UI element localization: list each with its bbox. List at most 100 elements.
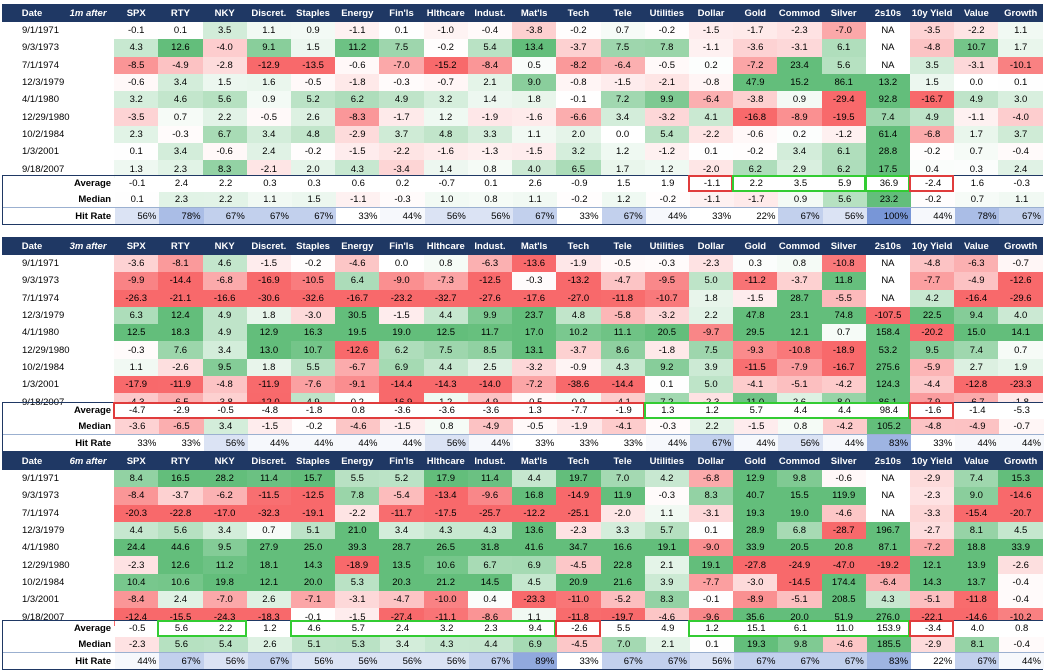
value-cell: -11.5 bbox=[733, 358, 778, 377]
value-cell: 13.5 bbox=[379, 556, 424, 574]
value-cell: 174.4 bbox=[821, 573, 866, 592]
date-cell: 1/3/2001 bbox=[22, 146, 59, 158]
value-cell: 11.7 bbox=[467, 324, 513, 342]
summary-cell: 67% bbox=[291, 207, 337, 225]
summary-cell: -1.5 bbox=[380, 418, 425, 435]
summary-cell: 44% bbox=[291, 434, 337, 452]
value-cell: -32.6 bbox=[290, 289, 336, 307]
value-cell: 12.1 bbox=[910, 556, 955, 574]
date-cell: 9/3/1973 bbox=[22, 42, 59, 54]
value-cell: 0.3 bbox=[733, 255, 778, 273]
value-cell: -5.1 bbox=[777, 591, 822, 609]
table-row: 7/1/1974 -8.5 -4.9 -2.8 -12.9 -13.5 -0.6 -7.0 -1… bbox=[2, 56, 1043, 74]
value-cell: 4.5 bbox=[998, 521, 1043, 540]
column-header: Growth bbox=[998, 4, 1043, 22]
value-cell: 21.6 bbox=[600, 573, 645, 592]
value-cell: -6.7 bbox=[335, 358, 380, 377]
period-label: 3m after bbox=[62, 237, 115, 255]
summary-cell: 4.9 bbox=[645, 621, 690, 637]
value-cell: 16.3 bbox=[290, 324, 336, 342]
value-cell: -14.0 bbox=[467, 376, 513, 394]
value-cell: -12.2 bbox=[512, 504, 557, 522]
value-cell: 9.5 bbox=[202, 539, 247, 557]
value-cell: 18.1 bbox=[246, 556, 291, 574]
value-cell: 1.1 bbox=[246, 22, 291, 40]
table-row: 9/18/2007 1.3 2.3 8.3 -2.1 2.0 4.3 -3.4 1.4 0.8 4.… bbox=[2, 160, 1043, 178]
summary-label: Hit Rate bbox=[3, 652, 116, 670]
value-cell: 2.2 bbox=[688, 306, 734, 325]
summary-cell: 5.7 bbox=[336, 621, 381, 637]
value-cell: 1.2 bbox=[600, 143, 645, 161]
value-cell: 28.9 bbox=[733, 521, 778, 540]
value-cell: 19.1 bbox=[688, 556, 734, 574]
column-header: Staples bbox=[290, 452, 336, 470]
value-cell: -2.0 bbox=[600, 504, 645, 522]
value-cell: -13.5 bbox=[290, 56, 336, 74]
value-cell: -2.3 bbox=[114, 556, 159, 574]
value-cell: 7.4 bbox=[865, 108, 911, 126]
value-cell: 6.7 bbox=[202, 125, 247, 144]
value-cell: 13.1 bbox=[512, 341, 557, 359]
value-cell: 20.5 bbox=[644, 324, 689, 342]
summary-cell: 1.2 bbox=[247, 621, 292, 637]
value-cell: -22.8 bbox=[158, 504, 203, 522]
summary-cell: -0.2 bbox=[291, 418, 337, 435]
value-cell: 5.7 bbox=[644, 521, 689, 540]
value-cell: -16.7 bbox=[821, 358, 866, 377]
value-cell: -12.6 bbox=[335, 341, 380, 359]
value-cell: 22.5 bbox=[910, 306, 955, 325]
value-cell: 6.2 bbox=[733, 160, 778, 178]
value-cell: -12.5 bbox=[290, 487, 336, 505]
value-cell: 0.8 bbox=[777, 255, 822, 273]
value-cell: -6.4 bbox=[600, 56, 645, 74]
table-row: 9/1/1971 -3.6 -8.1 4.6 -1.5 -0.2 -4.6 0.0 0.8 -6.… bbox=[2, 255, 1043, 273]
value-cell: 5.1 bbox=[290, 521, 336, 540]
value-cell: 12.6 bbox=[158, 556, 203, 574]
summary-cell: 33% bbox=[689, 207, 735, 225]
summary-cell: -0.3 bbox=[999, 176, 1044, 192]
table-row: 7/1/1974 -26.3 -21.1 -16.6 -30.6 -32.6 -16.7 -2… bbox=[2, 289, 1043, 307]
value-cell: -0.2 bbox=[556, 22, 601, 40]
value-cell: 4.9 bbox=[202, 324, 247, 342]
table-row: 1/3/2001 -8.4 2.4 -7.0 2.6 -7.1 -3.1 -4.7 -10.0 0… bbox=[2, 591, 1043, 609]
value-cell: -0.6 bbox=[335, 56, 380, 74]
value-cell: -0.5 bbox=[290, 73, 336, 92]
column-header: Dollar bbox=[688, 237, 734, 255]
value-cell: 1.5 bbox=[290, 39, 336, 57]
value-cell: 16.8 bbox=[512, 487, 557, 505]
summary-cell: 67% bbox=[645, 652, 690, 670]
value-cell: 11.1 bbox=[600, 324, 645, 342]
value-cell: 2.4 bbox=[246, 143, 291, 161]
value-cell: 2.2 bbox=[202, 108, 247, 126]
summary-cell: -1.5 bbox=[734, 418, 779, 435]
value-cell: -2.7 bbox=[910, 521, 955, 540]
summary-cell: 56% bbox=[115, 207, 160, 225]
value-cell: -3.7 bbox=[556, 39, 601, 57]
value-cell: -10.1 bbox=[998, 56, 1043, 74]
summary-cell: 3.2 bbox=[424, 621, 469, 637]
value-cell: -1.8 bbox=[644, 341, 689, 359]
date-cell: 4/1/1980 bbox=[22, 94, 59, 106]
summary-cell: 56% bbox=[291, 652, 337, 670]
summary-6m: Average -0.5 5.6 2.2 1.2 4.6 5.7 2.4 3.2 2.3 9.4 -2… bbox=[2, 620, 1044, 671]
table-row: 10/2/1984 10.4 10.6 19.8 12.1 20.0 5.3 20.3 21.2… bbox=[2, 573, 1043, 592]
value-cell: -8.9 bbox=[777, 108, 822, 126]
value-cell: -7.0 bbox=[821, 22, 866, 40]
value-cell: 19.5 bbox=[335, 324, 380, 342]
value-cell: -19.2 bbox=[865, 556, 911, 574]
column-header: Growth bbox=[998, 452, 1043, 470]
value-cell: -29.4 bbox=[821, 91, 866, 109]
value-cell: 33.9 bbox=[998, 539, 1043, 557]
summary-cell: 3.4 bbox=[203, 418, 248, 435]
column-header: Growth bbox=[998, 237, 1043, 255]
value-cell: 3.7 bbox=[379, 125, 424, 144]
value-cell: 4.3 bbox=[467, 521, 513, 540]
date-header: Date bbox=[2, 4, 63, 22]
value-cell: 8.6 bbox=[600, 341, 645, 359]
value-cell: -16.8 bbox=[733, 108, 778, 126]
value-cell: -11.0 bbox=[556, 591, 601, 609]
value-cell: 0.0 bbox=[954, 73, 999, 92]
summary-cell: -0.4 bbox=[999, 636, 1044, 653]
value-cell: 0.1 bbox=[114, 143, 159, 161]
value-cell: 3.4 bbox=[202, 521, 247, 540]
